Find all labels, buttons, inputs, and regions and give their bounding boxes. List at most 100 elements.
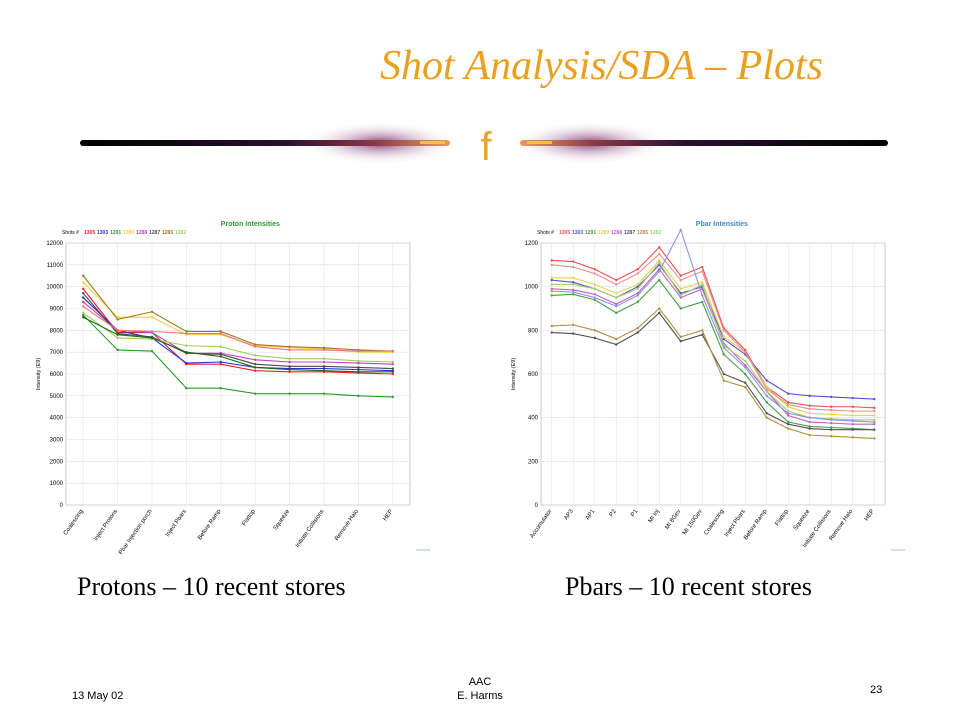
data-point [873,420,876,424]
data-point [593,336,596,340]
y-tick-label: 12000 [46,241,63,247]
data-point [185,386,188,390]
series-line [551,279,875,431]
divider-bar-right [520,140,888,146]
data-point [391,395,394,399]
data-point [722,346,725,349]
data-point [357,370,360,374]
data-point [572,323,575,327]
x-tick-label: AP3 [563,508,575,521]
data-point [615,278,618,282]
y-tick-label: 800 [528,328,539,334]
data-point [150,316,154,319]
caption-protons: Protons – 10 recent stores [77,572,346,601]
data-point [658,270,661,273]
data-point [322,357,326,360]
chart-title: Proton Intensities [221,221,280,228]
y-tick-label: 5000 [50,394,64,400]
series-line [82,288,393,375]
data-point [82,300,85,304]
data-point [873,406,876,410]
data-point [744,372,747,376]
data-point [851,419,854,423]
data-point [357,366,360,369]
data-point [658,246,661,249]
data-point [679,294,682,297]
data-point [873,397,876,401]
data-point [636,300,639,304]
legend-entry: 1282 [650,230,661,236]
data-point [116,348,119,352]
data-point [701,294,704,297]
data-point [830,418,833,422]
data-point [391,370,394,374]
data-point [550,263,553,267]
legend-entry: 1291 [110,230,121,236]
data-point [550,283,553,286]
x-tick-label: MI Inj [648,509,661,524]
data-point [572,265,575,269]
data-point [615,292,618,295]
legend-entry: 1287 [149,230,160,236]
data-point [830,435,833,438]
y-axis-label: Intensity (E9) [511,358,517,391]
data-point [658,307,661,310]
data-point [82,313,85,317]
data-point [288,392,291,395]
data-point [82,281,85,284]
data-point [572,276,575,280]
x-tick-label: P2 [609,508,619,518]
y-tick-label: 3000 [50,438,64,444]
series-line [82,275,393,352]
series-line [82,314,393,398]
x-tick-label: Remove Halo [829,508,855,542]
data-point [116,333,119,336]
data-point [185,361,188,365]
data-point [787,403,790,406]
data-point [808,425,811,428]
legend-entry: 1288 [611,230,622,236]
legend-entry: 1287 [624,230,635,236]
data-point [787,401,790,404]
data-point [219,360,222,364]
data-point [658,259,661,262]
data-point [701,300,704,304]
legend-entry: 1285 [637,230,648,236]
data-point [765,379,768,382]
data-point [679,335,682,339]
data-point [615,283,618,286]
series-line [551,307,875,439]
legend-entry: 1305 [559,230,570,236]
data-point [322,369,326,372]
x-tick-label: MI 150Gev [682,509,704,536]
data-point [219,345,222,348]
data-point [572,332,575,335]
data-point [82,305,85,308]
data-point [116,336,119,340]
data-point [830,428,833,431]
data-point [391,367,394,370]
x-tick-label: Flattop [774,508,790,527]
y-tick-label: 9000 [50,307,64,313]
data-point [82,292,85,295]
data-point [219,355,222,358]
series-line [551,253,875,412]
y-tick-label: 4000 [50,416,64,422]
data-point [765,394,768,398]
data-point [636,272,639,275]
data-point [851,428,854,431]
y-tick-label: 600 [528,372,539,378]
data-point [550,331,553,334]
data-point [658,278,661,282]
legend-entry: 1291 [585,230,596,236]
data-point [873,418,876,422]
x-tick-label: Coalescing [703,509,725,537]
data-point [744,359,747,363]
data-point [701,333,704,336]
data-point [787,405,790,408]
x-tick-label: Initiate Collisions [295,509,326,549]
data-point [851,423,854,426]
data-point [679,274,682,277]
data-point [679,287,682,291]
